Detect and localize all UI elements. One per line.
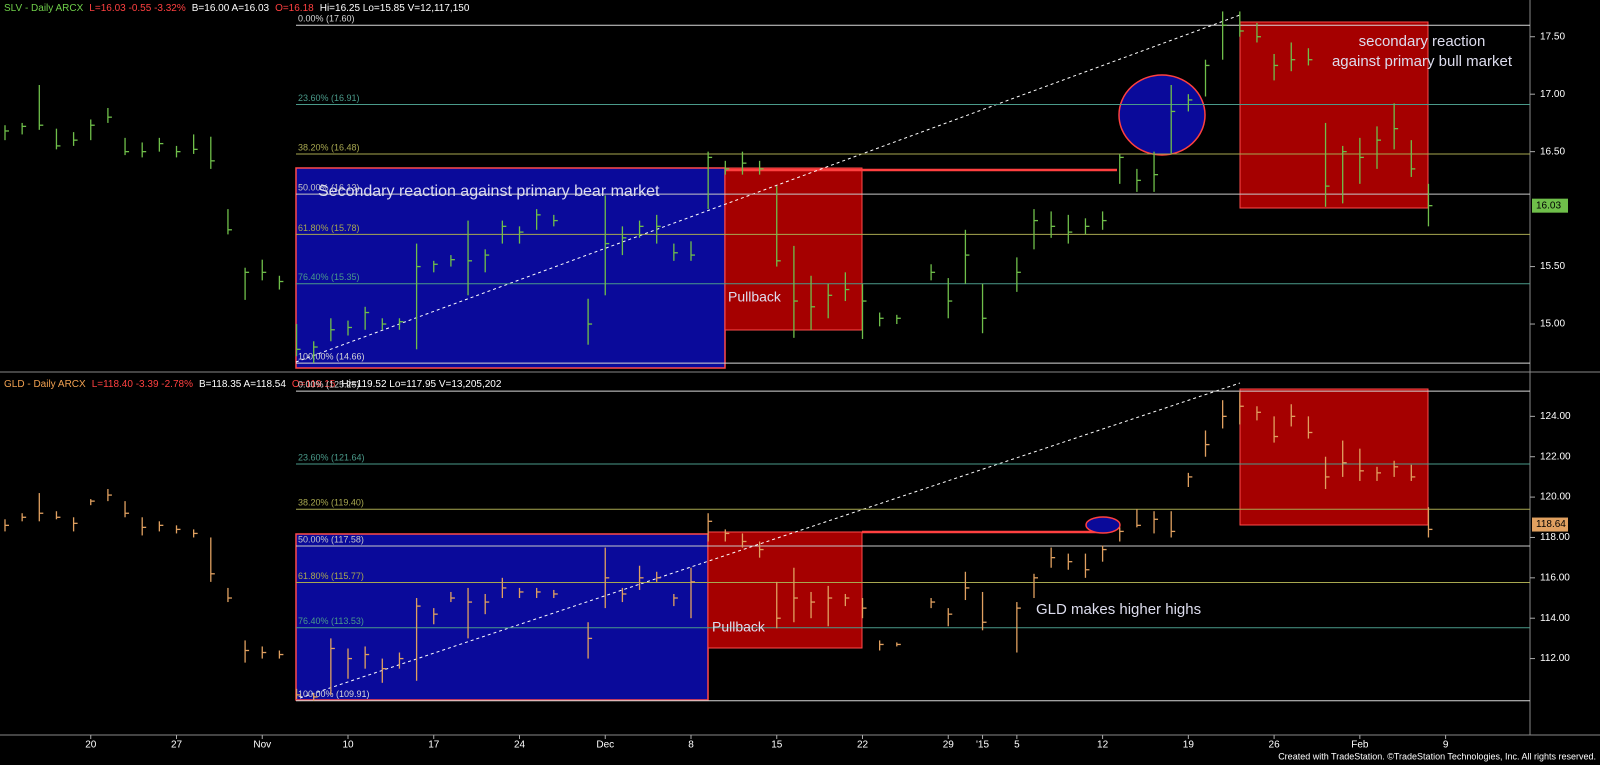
highlight-circle <box>1085 516 1121 534</box>
fib-label: 76.40% (15.35) <box>298 272 360 282</box>
x-tick-label: '15 <box>976 740 989 751</box>
last-price-box <box>1532 198 1568 213</box>
x-tick-label: 17 <box>428 740 440 751</box>
annotation: GLD makes higher highs <box>1036 601 1201 618</box>
fib-label: 100.00% (14.66) <box>298 351 365 361</box>
header-field: L=118.40 -3.39 -2.78% <box>92 379 193 390</box>
fib-label: 23.60% (121.64) <box>298 452 365 462</box>
y-tick-label: 120.00 <box>1540 492 1571 503</box>
y-tick-label: 15.50 <box>1540 261 1565 272</box>
x-tick-label: 22 <box>857 740 869 751</box>
annotation: Pullback <box>728 289 782 305</box>
last-price-label: 16.03 <box>1536 200 1561 211</box>
x-tick-label: 19 <box>1183 740 1195 751</box>
fib-label: 50.00% (16.13) <box>298 183 360 193</box>
highlight-box <box>707 531 863 649</box>
header-field: Hi=119.52 Lo=117.95 V=13,205,202 <box>341 379 501 390</box>
fib-label: 76.40% (113.53) <box>298 616 364 626</box>
y-tick-label: 124.00 <box>1540 411 1571 422</box>
header-field: L=16.03 -0.55 -3.32% <box>89 3 186 14</box>
highlight-box <box>295 167 726 369</box>
last-price-label: 118.64 <box>1536 519 1566 530</box>
fib-label: 38.20% (119.40) <box>298 498 364 508</box>
x-tick-label: Nov <box>253 740 271 751</box>
header-field: Hi=16.25 Lo=15.85 V=12,117,150 <box>320 3 470 14</box>
fib-label: 0.00% (17.60) <box>298 14 355 24</box>
y-tick-label: 112.00 <box>1540 653 1570 664</box>
x-tick-label: 29 <box>943 740 955 751</box>
fib-label: 100.00% (109.91) <box>298 689 370 699</box>
x-tick-label: Dec <box>596 740 614 751</box>
header-field: B=16.00 A=16.03 <box>192 3 270 14</box>
header-field: GLD - Daily ARCX <box>4 379 86 390</box>
x-tick-label: 27 <box>171 740 183 751</box>
annotation: Pullback <box>712 619 766 635</box>
y-tick-label: 17.00 <box>1540 89 1565 100</box>
fib-label: 61.80% (115.77) <box>298 571 364 581</box>
y-tick-label: 116.00 <box>1540 572 1570 583</box>
x-tick-label: 9 <box>1443 740 1449 751</box>
fib-label: 38.20% (16.48) <box>298 142 360 152</box>
y-tick-label: 17.50 <box>1540 31 1565 42</box>
highlight-box <box>1239 21 1429 209</box>
header-field: O=16.18 <box>275 3 314 14</box>
annotation: against primary bull market <box>1332 53 1513 70</box>
instrument-header: SLV - Daily ARCX L=16.03 -0.55 -3.32% B=16… <box>4 3 470 14</box>
fib-label: 61.80% (15.78) <box>298 223 360 233</box>
y-tick-label: 122.00 <box>1540 451 1571 462</box>
x-tick-label: Feb <box>1351 740 1369 751</box>
fib-label: 23.60% (16.91) <box>298 93 360 103</box>
highlight-circle <box>1118 74 1206 156</box>
fib-label: 50.00% (117.58) <box>298 534 364 544</box>
last-price-box <box>1532 517 1568 532</box>
header-field: O=119.15 <box>292 379 336 390</box>
header-field: B=118.35 A=118.54 <box>199 379 286 390</box>
x-tick-label: 10 <box>342 740 354 751</box>
highlight-box <box>1239 388 1429 526</box>
x-tick-label: 20 <box>85 740 97 751</box>
y-tick-label: 15.00 <box>1540 319 1565 330</box>
fib-label: 0.00% (125.25) <box>298 379 360 389</box>
x-tick-label: 5 <box>1014 740 1020 751</box>
x-tick-label: 24 <box>514 740 526 751</box>
x-tick-label: 15 <box>771 740 783 751</box>
highlight-box <box>295 533 709 701</box>
annotation: Secondary reaction against primary bear … <box>318 183 660 200</box>
x-tick-label: 26 <box>1269 740 1281 751</box>
y-tick-label: 114.00 <box>1540 613 1570 624</box>
footer: Created with TradeStation. ©TradeStation… <box>1278 751 1596 761</box>
instrument-header: GLD - Daily ARCX L=118.40 -3.39 -2.78% B=1… <box>4 379 502 390</box>
header-field: SLV - Daily ARCX <box>4 3 84 14</box>
y-tick-label: 16.50 <box>1540 146 1565 157</box>
annotation: secondary reaction <box>1359 33 1486 50</box>
y-tick-label: 118.00 <box>1540 532 1570 543</box>
x-tick-label: 12 <box>1097 740 1109 751</box>
x-tick-label: 8 <box>688 740 694 751</box>
